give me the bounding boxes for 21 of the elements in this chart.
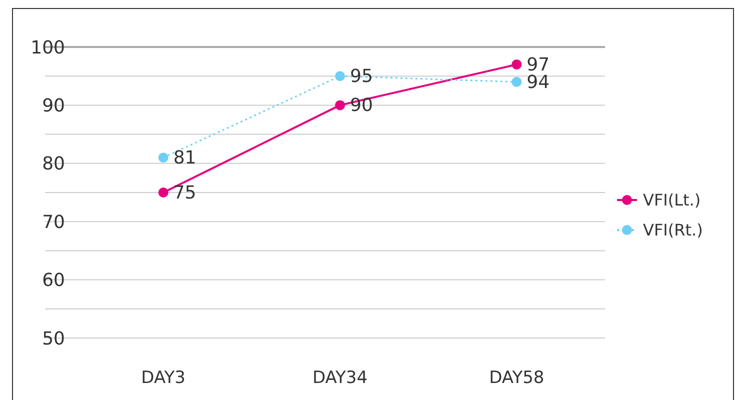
y-tick-label: 100	[30, 37, 65, 58]
x-tick-label: DAY34	[312, 368, 368, 388]
legend-label: VFI(Lt.)	[643, 190, 701, 210]
point	[335, 100, 345, 110]
point	[512, 59, 522, 70]
x-tick-label: DAY58	[489, 368, 544, 388]
x-tick-label: DAY3	[141, 368, 186, 388]
point	[512, 76, 522, 87]
y-tick-label: 90	[42, 96, 65, 116]
legend-label: VFI(Rt.)	[643, 220, 703, 240]
data-label: 95	[350, 66, 373, 88]
point	[158, 188, 168, 198]
y-tick-label: 70	[42, 212, 65, 233]
data-label: 75	[173, 182, 196, 204]
point	[158, 152, 168, 163]
data-label: 90	[350, 95, 373, 116]
data-label: 81	[173, 148, 196, 169]
point	[335, 71, 345, 82]
y-tick-label: 50	[42, 328, 65, 350]
y-tick-label: 80	[42, 154, 65, 175]
y-tick-label: 60	[42, 270, 65, 292]
